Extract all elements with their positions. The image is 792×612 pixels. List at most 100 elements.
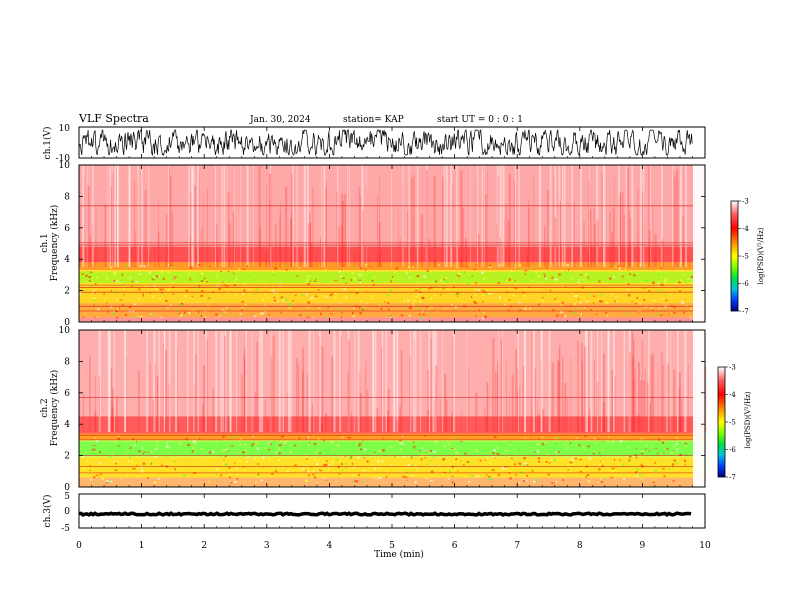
ch1-colorbar-tick-label: -5: [742, 253, 749, 261]
spectrogram-speckle: [587, 276, 589, 279]
spectrogram-speckle: [222, 462, 225, 464]
spectrogram-speckle: [566, 447, 569, 449]
spectrogram-speckle: [158, 275, 161, 277]
spectrogram-speckle: [191, 450, 194, 453]
spectrogram-speckle: [188, 312, 191, 316]
spectrogram-speckle: [491, 469, 495, 472]
spectrogram-speckle: [453, 438, 456, 441]
spectrogram-speckle: [409, 282, 412, 285]
spectrogram-speckle: [153, 481, 156, 484]
spectrogram-speckle: [428, 464, 431, 466]
spectrogram-speckle: [94, 437, 96, 439]
spectrogram-speckle: [619, 459, 621, 462]
spectrogram-streak: [226, 330, 228, 433]
spectrogram-streak: [379, 174, 380, 268]
figure-title: VLF Spectra: [78, 112, 149, 125]
spectrogram-streak: [366, 188, 367, 268]
spectrogram-streak: [544, 258, 547, 268]
spectrogram-speckle: [607, 439, 610, 442]
spectrogram-speckle: [252, 443, 255, 446]
spectrogram-speckle: [449, 463, 451, 466]
spectrogram-streak: [631, 357, 634, 433]
spectrogram-speckle: [178, 442, 182, 445]
spectrogram-streak: [362, 210, 364, 268]
spectrogram-speckle: [621, 460, 624, 462]
spectrogram-speckle: [534, 451, 536, 453]
spectrogram-streak: [442, 177, 444, 268]
spectrogram-speckle: [362, 481, 364, 484]
spectrogram-speckle: [661, 441, 665, 444]
spectrogram-speckle: [274, 467, 277, 470]
spectrogram-speckle: [206, 304, 209, 307]
spectrogram-speckle: [474, 281, 477, 284]
spectrogram-streak: [505, 203, 507, 268]
spectrogram-streak: [137, 243, 139, 268]
spectrogram-speckle: [166, 306, 169, 309]
spectrogram-speckle: [467, 480, 471, 483]
spectrogram-speckle: [426, 305, 428, 308]
spectrogram-streak: [172, 413, 174, 433]
spectrogram-streak: [499, 165, 502, 268]
spectrogram-speckle: [133, 443, 136, 447]
spectrogram-speckle: [416, 267, 419, 269]
spectrogram-speckle: [565, 285, 567, 288]
spectrogram-speckle: [309, 280, 312, 282]
spectrogram-speckle: [167, 264, 170, 267]
spectrogram-speckle: [376, 478, 378, 480]
spectrogram-speckle: [96, 308, 100, 311]
spectrogram-speckle: [510, 279, 513, 282]
spectrogram-speckle: [292, 481, 294, 484]
spectrogram-streak: [261, 330, 263, 433]
spectrogram-speckle: [528, 446, 530, 449]
spectrogram-streak: [244, 332, 246, 433]
spectrogram-speckle: [341, 469, 344, 472]
spectrogram-speckle: [313, 280, 317, 283]
spectrogram-streak: [644, 369, 646, 433]
spectrogram-speckle: [121, 304, 124, 307]
station-label: station= KAP: [343, 115, 404, 125]
spectrogram-streak: [584, 330, 586, 433]
spectrogram-speckle: [398, 441, 402, 445]
spectrogram-streak: [144, 190, 147, 268]
spectrogram-speckle: [617, 437, 620, 440]
spectrogram-speckle: [651, 307, 654, 309]
spectrogram-speckle: [661, 297, 664, 300]
spectrogram-speckle: [472, 299, 474, 302]
spectrogram-streak: [627, 167, 630, 268]
spectrogram-streak: [154, 247, 156, 268]
spectrogram-speckle: [113, 280, 117, 282]
ch2-colorbar-tick-label: -4: [729, 391, 736, 399]
spectrogram-streak: [188, 165, 190, 268]
spectrogram-speckle: [508, 286, 511, 290]
spectrogram-speckle: [217, 316, 219, 319]
spectrogram-streak: [358, 251, 360, 268]
spectrogram-speckle: [257, 458, 261, 461]
spectrogram-speckle: [255, 288, 258, 292]
spectrogram-streak: [415, 330, 417, 433]
spectrogram-speckle: [427, 297, 429, 299]
spectrogram-speckle: [204, 310, 207, 313]
spectrogram-speckle: [513, 264, 515, 266]
spectrogram-speckle: [459, 442, 461, 444]
spectrogram-speckle: [81, 466, 85, 469]
spectrogram-speckle: [420, 458, 423, 461]
spectrogram-speckle: [420, 288, 422, 290]
spectrogram-streak: [223, 165, 226, 268]
spectrogram-speckle: [380, 302, 383, 306]
spectrogram-speckle: [325, 463, 328, 466]
spectrogram-speckle: [684, 298, 686, 300]
spectrogram-speckle: [223, 467, 226, 469]
spectrogram-speckle: [532, 480, 536, 483]
spectrogram-speckle: [325, 316, 328, 319]
spectrogram-speckle: [167, 453, 169, 456]
spectrogram-speckle: [514, 287, 518, 290]
spectrogram-speckle: [670, 451, 674, 454]
spectrogram-speckle: [412, 300, 416, 302]
spectrogram-streak: [650, 356, 653, 433]
spectrogram-streak: [385, 330, 387, 433]
spectrogram-speckle: [582, 287, 584, 290]
spectrogram-speckle: [620, 306, 622, 309]
spectrogram-speckle: [413, 441, 415, 444]
spectrogram-streak: [518, 165, 520, 268]
spectrogram-speckle: [243, 468, 245, 471]
